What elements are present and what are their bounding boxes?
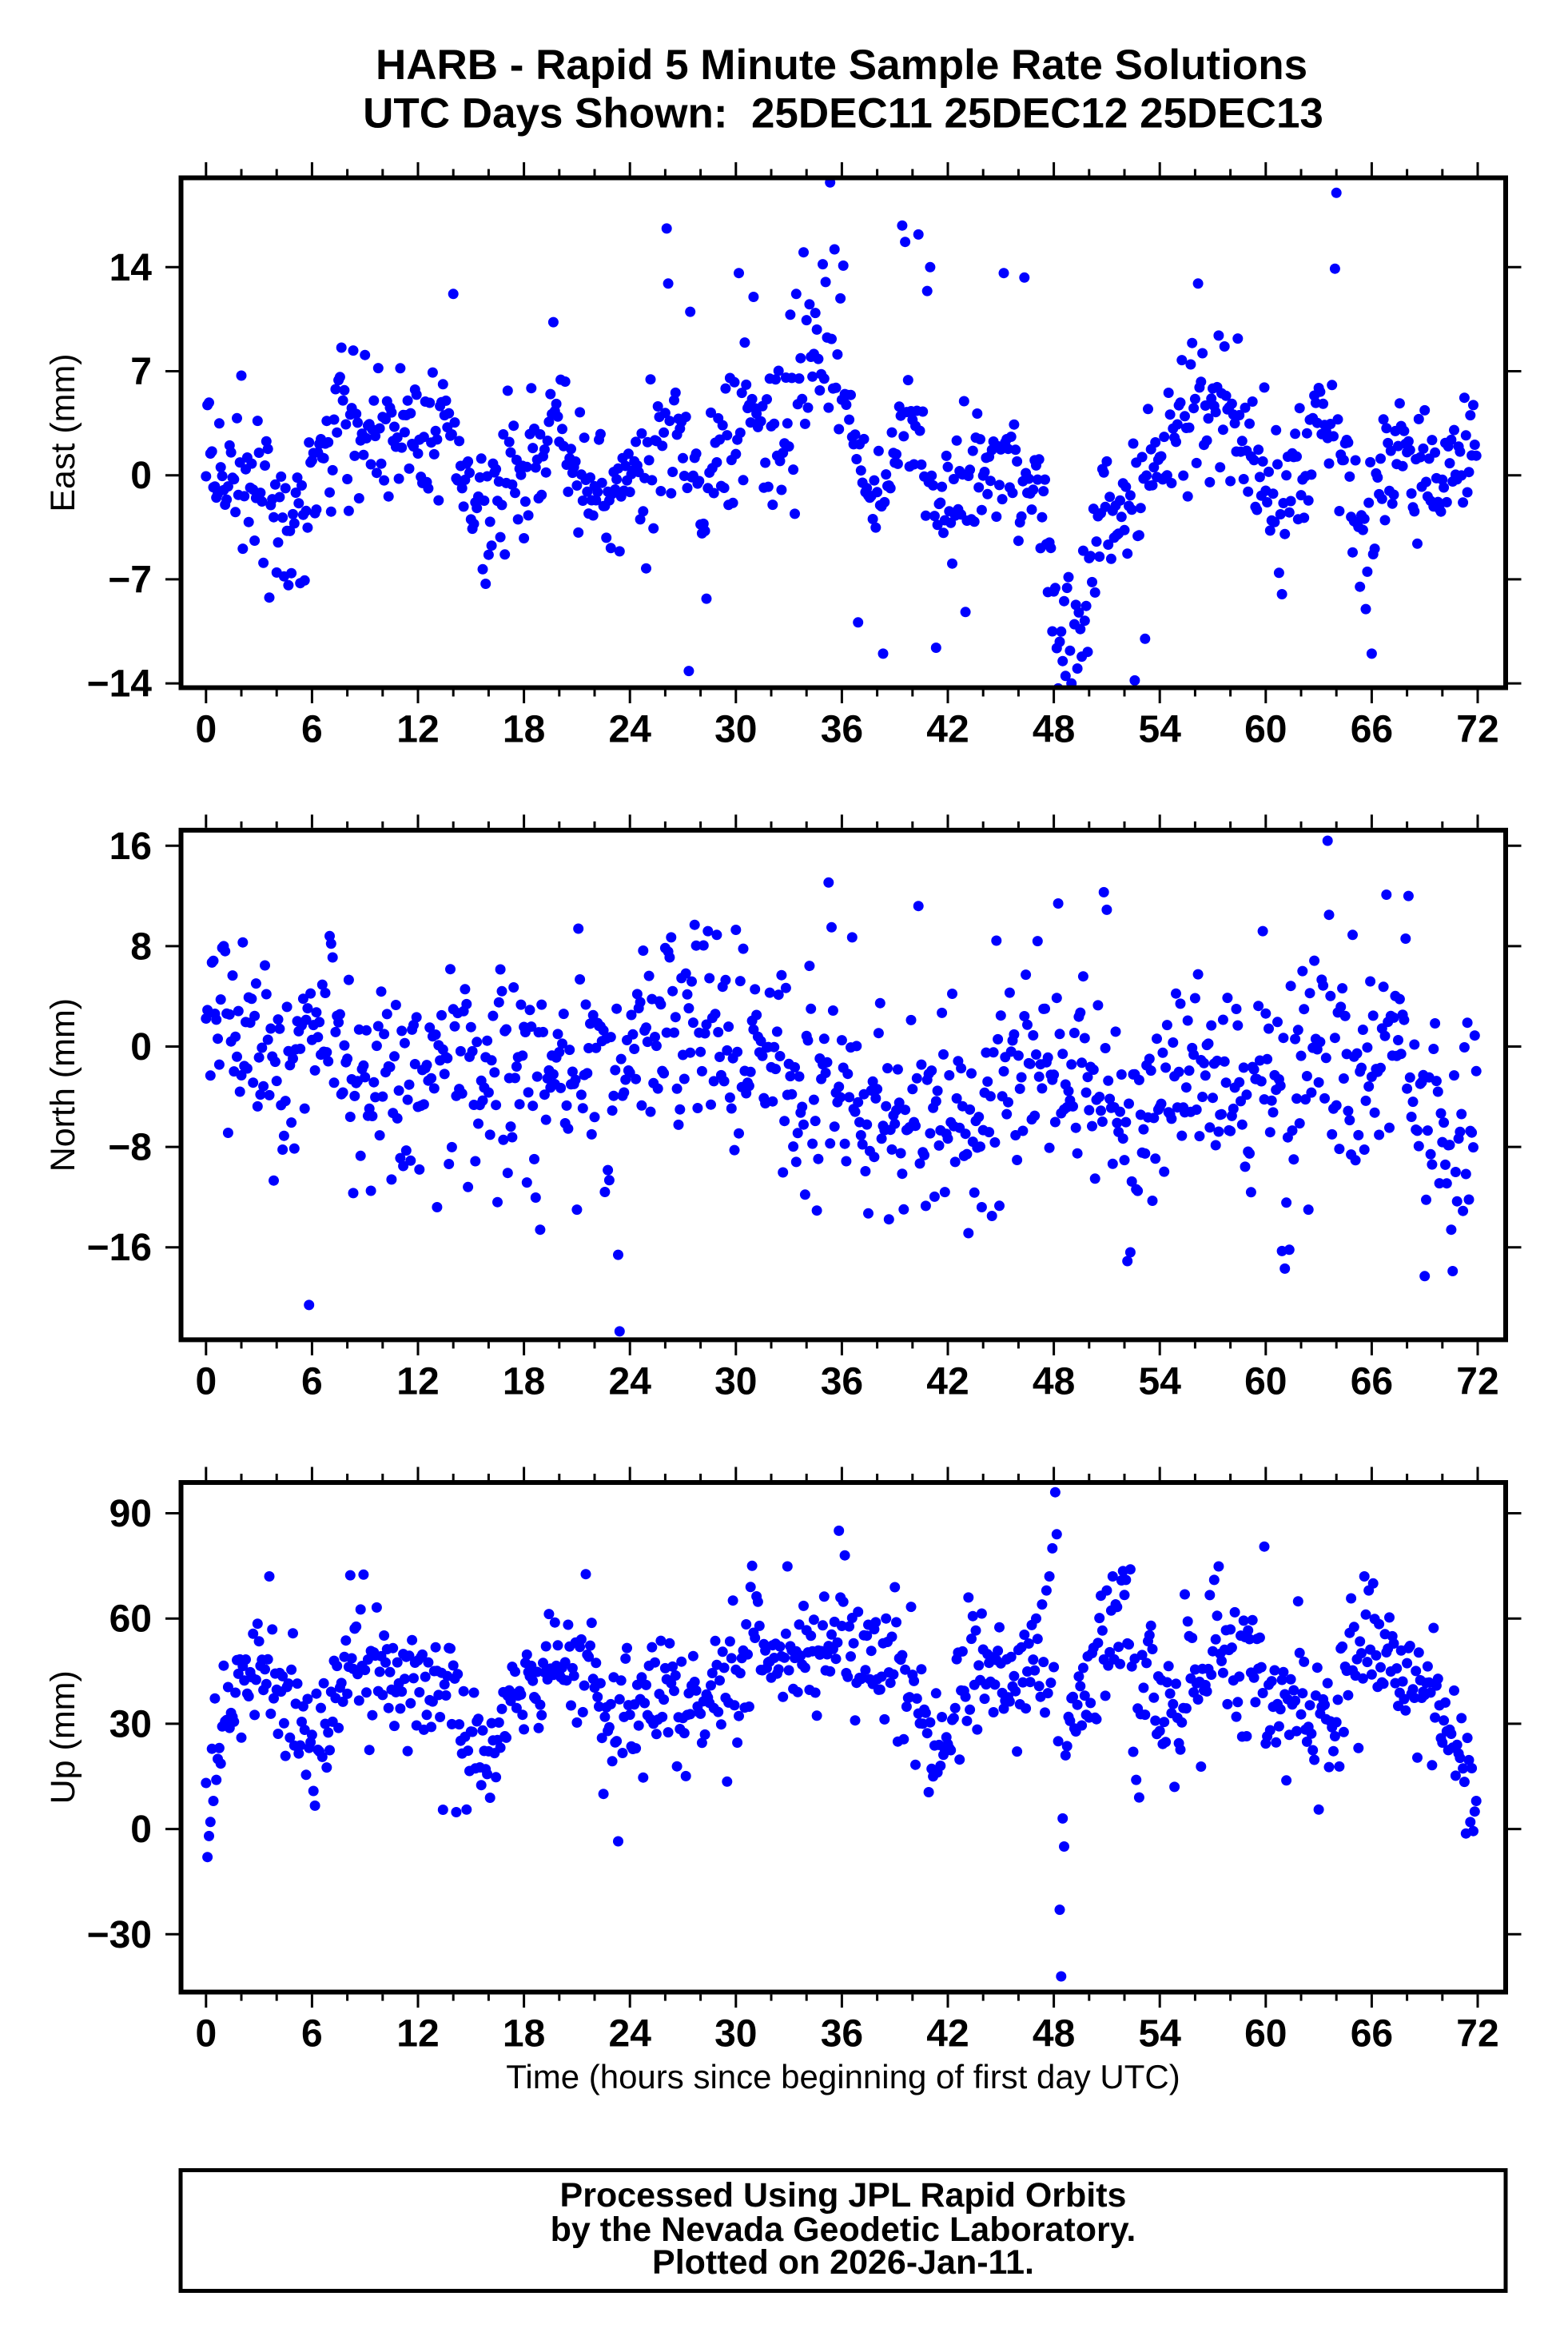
svg-text:24: 24 <box>609 709 652 751</box>
svg-text:48: 48 <box>1033 709 1075 751</box>
svg-text:Time (hours since beginning of: Time (hours since beginning of first day… <box>506 2058 1180 2095</box>
svg-text:42: 42 <box>926 1360 969 1403</box>
svg-text:−8: −8 <box>108 1127 152 1169</box>
svg-text:54: 54 <box>1139 709 1182 751</box>
svg-text:8: 8 <box>130 925 152 968</box>
svg-text:Processed Using JPL Rapid Orbi: Processed Using JPL Rapid Orbits <box>560 2176 1127 2215</box>
svg-text:16: 16 <box>109 826 152 868</box>
svg-text:36: 36 <box>821 709 863 751</box>
svg-text:66: 66 <box>1351 2013 1393 2056</box>
svg-text:12: 12 <box>396 1360 439 1403</box>
svg-text:−14: −14 <box>87 663 153 706</box>
svg-text:36: 36 <box>821 1360 863 1403</box>
svg-text:54: 54 <box>1139 2013 1182 2056</box>
svg-text:0: 0 <box>195 1360 217 1403</box>
svg-text:48: 48 <box>1033 1360 1075 1403</box>
svg-text:−7: −7 <box>108 559 152 601</box>
svg-text:54: 54 <box>1139 1360 1182 1403</box>
svg-text:30: 30 <box>714 2013 757 2056</box>
svg-text:90: 90 <box>109 1493 152 1535</box>
svg-text:24: 24 <box>609 1360 652 1403</box>
svg-text:72: 72 <box>1456 2013 1498 2056</box>
svg-text:6: 6 <box>301 2013 323 2056</box>
svg-text:0: 0 <box>195 2013 217 2056</box>
svg-text:East (mm): East (mm) <box>44 353 82 511</box>
svg-text:30: 30 <box>109 1703 152 1745</box>
svg-text:48: 48 <box>1033 2013 1075 2056</box>
svg-text:Up (mm): Up (mm) <box>44 1670 82 1804</box>
svg-text:12: 12 <box>396 2013 439 2056</box>
svg-text:60: 60 <box>109 1598 152 1641</box>
svg-text:60: 60 <box>1244 709 1287 751</box>
svg-text:66: 66 <box>1351 709 1393 751</box>
svg-text:12: 12 <box>396 709 439 751</box>
svg-text:by the Nevada Geodetic Laborat: by the Nevada Geodetic Laboratory. <box>551 2211 1136 2249</box>
svg-text:24: 24 <box>609 2013 652 2056</box>
svg-text:42: 42 <box>926 2013 969 2056</box>
svg-text:18: 18 <box>503 2013 545 2056</box>
svg-text:0: 0 <box>130 1026 152 1069</box>
svg-text:36: 36 <box>821 2013 863 2056</box>
svg-text:18: 18 <box>503 709 545 751</box>
svg-text:60: 60 <box>1244 1360 1287 1403</box>
svg-text:North (mm): North (mm) <box>44 998 82 1172</box>
svg-text:6: 6 <box>301 709 323 751</box>
svg-text:6: 6 <box>301 1360 323 1403</box>
svg-text:66: 66 <box>1351 1360 1393 1403</box>
svg-text:HARB - Rapid 5 Minute Sample R: HARB - Rapid 5 Minute Sample Rate Soluti… <box>376 42 1307 89</box>
svg-text:−30: −30 <box>87 1914 152 1956</box>
svg-text:Plotted on 2026-Jan-11.: Plotted on 2026-Jan-11. <box>652 2243 1034 2282</box>
svg-text:0: 0 <box>130 455 152 497</box>
svg-text:−16: −16 <box>87 1227 152 1269</box>
svg-text:0: 0 <box>195 709 217 751</box>
svg-text:72: 72 <box>1456 1360 1498 1403</box>
svg-text:7: 7 <box>130 351 152 393</box>
svg-text:14: 14 <box>109 247 153 289</box>
svg-text:72: 72 <box>1456 709 1498 751</box>
svg-text:60: 60 <box>1244 2013 1287 2056</box>
svg-text:30: 30 <box>714 709 757 751</box>
svg-text:UTC Days Shown: 25DEC11 25DEC: UTC Days Shown: 25DEC11 25DEC12 25DEC13 <box>363 90 1323 137</box>
svg-text:18: 18 <box>503 1360 545 1403</box>
svg-text:30: 30 <box>714 1360 757 1403</box>
svg-text:42: 42 <box>926 709 969 751</box>
svg-text:0: 0 <box>130 1809 152 1851</box>
